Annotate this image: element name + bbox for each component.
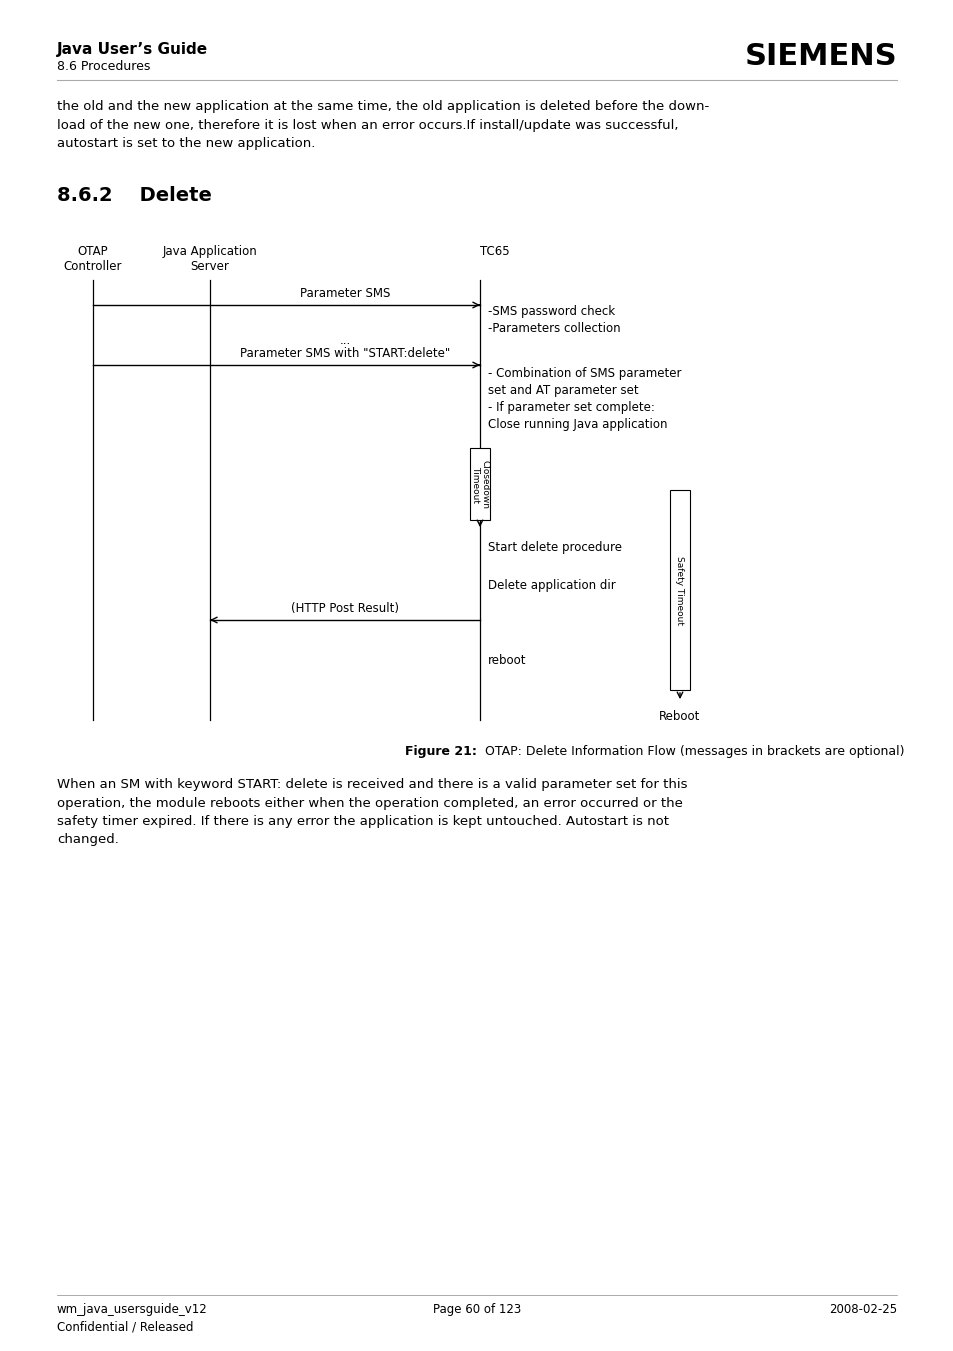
Text: ...: ...: [339, 334, 351, 346]
Text: - Combination of SMS parameter
set and AT parameter set
- If parameter set compl: - Combination of SMS parameter set and A…: [488, 367, 680, 431]
Text: Start delete procedure: Start delete procedure: [488, 542, 621, 554]
Text: 8.6 Procedures: 8.6 Procedures: [57, 59, 151, 73]
Text: Java Application
Server: Java Application Server: [162, 245, 257, 273]
Text: Parameter SMS: Parameter SMS: [299, 286, 390, 300]
Text: OTAP
Controller: OTAP Controller: [64, 245, 122, 273]
Text: reboot: reboot: [488, 654, 526, 666]
Text: Reboot: Reboot: [659, 711, 700, 723]
Text: When an SM with keyword START: delete is received and there is a valid parameter: When an SM with keyword START: delete is…: [57, 778, 687, 847]
Text: Java User’s Guide: Java User’s Guide: [57, 42, 208, 57]
Text: Figure 21:: Figure 21:: [405, 744, 476, 758]
Text: TC65: TC65: [479, 245, 509, 258]
Text: the old and the new application at the same time, the old application is deleted: the old and the new application at the s…: [57, 100, 708, 150]
Text: Parameter SMS with "START:delete": Parameter SMS with "START:delete": [239, 347, 450, 359]
Bar: [470, 449, 490, 520]
Text: -SMS password check
-Parameters collection: -SMS password check -Parameters collecti…: [488, 305, 620, 335]
Text: Safety Timeout: Safety Timeout: [675, 555, 684, 624]
Text: Page 60 of 123: Page 60 of 123: [433, 1302, 520, 1316]
Text: (HTTP Post Result): (HTTP Post Result): [291, 603, 398, 615]
Text: Closedown
Timeout: Closedown Timeout: [470, 459, 489, 508]
Text: Delete application dir: Delete application dir: [488, 578, 615, 592]
Bar: [669, 490, 689, 690]
Text: OTAP: Delete Information Flow (messages in brackets are optional): OTAP: Delete Information Flow (messages …: [476, 744, 903, 758]
Text: wm_java_usersguide_v12
Confidential / Released: wm_java_usersguide_v12 Confidential / Re…: [57, 1302, 208, 1333]
Text: SIEMENS: SIEMENS: [743, 42, 896, 72]
Text: 2008-02-25: 2008-02-25: [828, 1302, 896, 1316]
Text: 8.6.2    Delete: 8.6.2 Delete: [57, 186, 212, 205]
